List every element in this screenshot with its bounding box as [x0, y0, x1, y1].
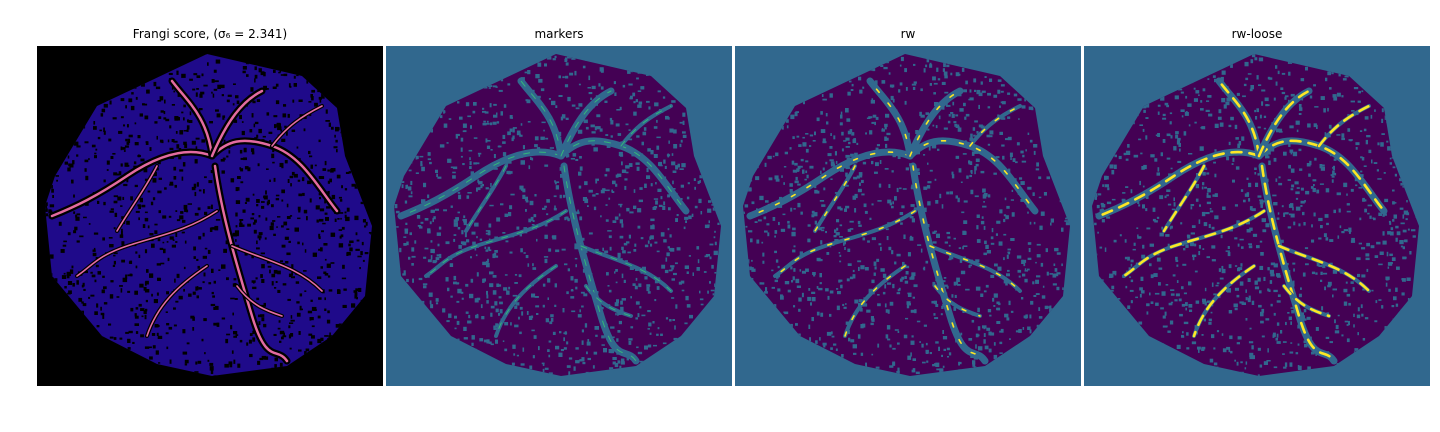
frangi-score-image — [37, 46, 383, 386]
panel-title-rw-loose: rw-loose — [1231, 27, 1283, 41]
rw-loose-image — [1084, 46, 1430, 386]
markers-image — [386, 46, 732, 386]
rw-image — [735, 46, 1081, 386]
panel-title-frangi: Frangi score, (σ₆ = 2.341) — [132, 27, 288, 41]
panel-title-rw: rw — [900, 27, 916, 41]
panel-title-markers: markers — [534, 27, 584, 41]
